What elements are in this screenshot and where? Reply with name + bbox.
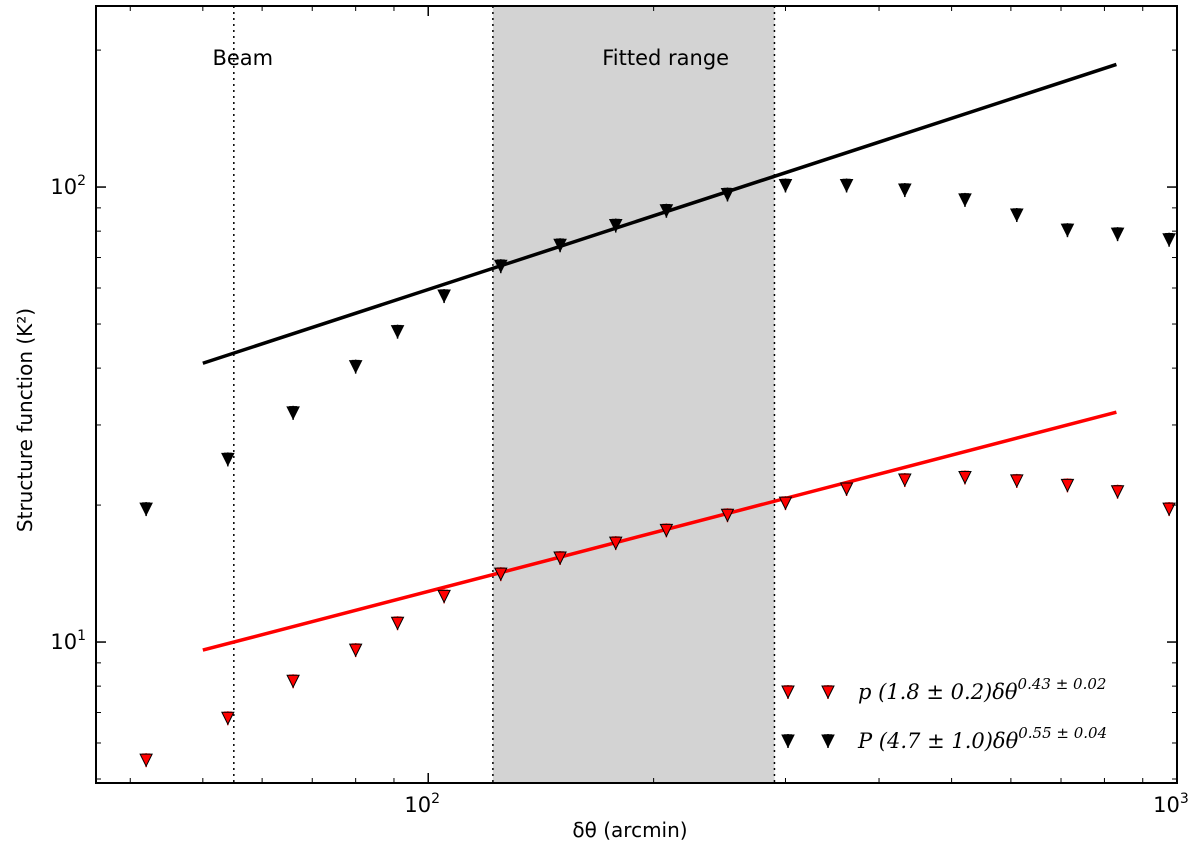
y-tick-label: 102 — [50, 173, 86, 199]
data-point-P-5 — [437, 289, 451, 304]
data-point-p-16 — [1060, 478, 1075, 493]
data-point-p-10 — [720, 508, 735, 523]
data-points — [139, 178, 1176, 768]
data-point-P-0 — [139, 502, 153, 517]
data-point-P-15 — [1009, 208, 1024, 223]
x-axis-label: δθ (arcmin) — [572, 818, 687, 842]
y-axis-label: Structure function (K²) — [13, 308, 37, 532]
data-point-P-8 — [608, 218, 623, 233]
axes-frame — [95, 5, 1178, 784]
data-point-p-6 — [493, 567, 508, 582]
data-point-p-5 — [437, 589, 451, 604]
data-point-p-2 — [286, 674, 300, 689]
data-point-P-7 — [553, 238, 567, 253]
data-point-p-15 — [1009, 473, 1024, 489]
data-point-p-4 — [390, 616, 405, 631]
y-tick-label: 101 — [50, 628, 86, 654]
fit-line-p — [202, 410, 1117, 652]
data-point-p-11 — [778, 496, 793, 511]
data-point-P-12 — [839, 178, 854, 193]
data-point-P-6 — [493, 259, 508, 274]
data-point-P-17 — [1110, 227, 1125, 242]
fitted-range-shade — [492, 6, 775, 783]
data-point-p-1 — [221, 711, 235, 726]
data-point-P-16 — [1060, 223, 1075, 238]
data-point-P-18 — [1162, 232, 1176, 247]
data-point-P-1 — [221, 452, 235, 467]
data-point-P-11 — [778, 178, 793, 193]
data-point-p-0 — [139, 753, 153, 768]
data-point-p-18 — [1162, 502, 1176, 517]
legend-marker-P-1 — [781, 734, 795, 749]
data-point-p-8 — [608, 536, 623, 551]
legend: p (1.8 ± 0.2)δθ0.43 ± 0.02 P (4.7 ± 1.0)δ… — [781, 675, 1107, 753]
data-point-p-13 — [898, 473, 912, 488]
data-point-p-17 — [1110, 484, 1125, 499]
data-point-p-3 — [348, 643, 363, 658]
data-point-P-3 — [348, 359, 363, 374]
legend-label-p: p (1.8 ± 0.2)δθ0.43 ± 0.02 — [858, 675, 1106, 704]
legend-marker-P-2 — [821, 734, 835, 749]
data-point-p-7 — [553, 551, 567, 566]
fitted-range-band — [492, 6, 775, 783]
fitted-range-label: Fitted range — [602, 46, 729, 70]
x-tick-label: 103 — [1153, 791, 1189, 817]
data-point-P-10 — [720, 187, 735, 202]
data-point-p-12 — [839, 481, 854, 497]
fit-lines — [202, 62, 1117, 652]
plot-frame — [95, 5, 1178, 784]
data-point-P-2 — [286, 405, 300, 420]
legend-marker-p-2 — [821, 685, 835, 700]
data-point-p-9 — [659, 523, 674, 538]
data-point-P-14 — [958, 192, 972, 208]
beam-label: Beam — [212, 46, 273, 70]
data-point-P-13 — [898, 183, 912, 198]
data-point-p-14 — [958, 470, 972, 485]
data-point-P-4 — [390, 324, 405, 339]
legend-label-P: P (4.7 ± 1.0)δθ0.55 ± 0.04 — [857, 724, 1107, 753]
annotations: Beam Fitted range — [212, 46, 729, 70]
fit-line-P — [202, 62, 1117, 365]
data-point-P-9 — [659, 203, 674, 218]
x-tick-label: 102 — [404, 791, 440, 817]
legend-marker-p-1 — [781, 685, 795, 700]
axis-ticks: 102 103 101 102 — [50, 6, 1189, 817]
